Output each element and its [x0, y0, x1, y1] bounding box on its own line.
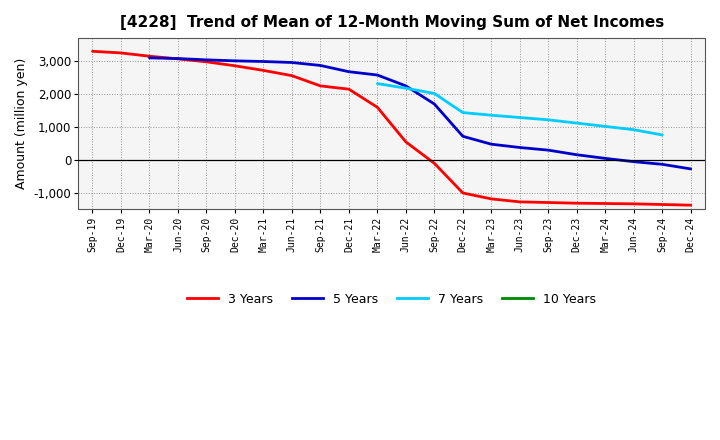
- 3 Years: [88, 49, 96, 54]
- 3 Years: [601, 201, 610, 206]
- 3 Years: [174, 56, 182, 62]
- 3 Years: [373, 105, 382, 110]
- 3 Years: [686, 202, 695, 208]
- 3 Years: [259, 68, 268, 73]
- 3 Years: [516, 199, 524, 205]
- 7 Years: [459, 110, 467, 115]
- 5 Years: [316, 63, 325, 68]
- 5 Years: [686, 166, 695, 172]
- 3 Years: [145, 54, 154, 59]
- 3 Years: [316, 83, 325, 88]
- 5 Years: [658, 161, 667, 167]
- 5 Years: [202, 57, 211, 62]
- 3 Years: [345, 87, 354, 92]
- 3 Years: [287, 73, 296, 78]
- 5 Years: [430, 101, 438, 106]
- 7 Years: [629, 127, 638, 132]
- 5 Years: [373, 72, 382, 77]
- 7 Years: [373, 81, 382, 86]
- 7 Years: [544, 117, 553, 122]
- 7 Years: [402, 85, 410, 91]
- 3 Years: [459, 191, 467, 196]
- 7 Years: [601, 124, 610, 129]
- 3 Years: [117, 50, 125, 55]
- 7 Years: [430, 91, 438, 96]
- 5 Years: [601, 156, 610, 161]
- 3 Years: [430, 161, 438, 166]
- 3 Years: [487, 196, 495, 202]
- 5 Years: [544, 147, 553, 153]
- 5 Years: [572, 152, 581, 158]
- Y-axis label: Amount (million yen): Amount (million yen): [15, 58, 28, 189]
- 7 Years: [516, 115, 524, 120]
- 3 Years: [402, 139, 410, 145]
- 5 Years: [459, 134, 467, 139]
- 5 Years: [145, 55, 154, 61]
- 7 Years: [572, 121, 581, 126]
- 5 Years: [230, 58, 239, 63]
- Line: 7 Years: 7 Years: [377, 84, 662, 135]
- 5 Years: [174, 56, 182, 61]
- 5 Years: [259, 59, 268, 64]
- 3 Years: [658, 202, 667, 207]
- 5 Years: [287, 60, 296, 65]
- Title: [4228]  Trend of Mean of 12-Month Moving Sum of Net Incomes: [4228] Trend of Mean of 12-Month Moving …: [120, 15, 664, 30]
- Legend: 3 Years, 5 Years, 7 Years, 10 Years: 3 Years, 5 Years, 7 Years, 10 Years: [182, 288, 601, 311]
- 7 Years: [658, 132, 667, 138]
- 5 Years: [345, 69, 354, 74]
- 5 Years: [629, 159, 638, 164]
- Line: 5 Years: 5 Years: [150, 58, 690, 169]
- 5 Years: [487, 142, 495, 147]
- 3 Years: [629, 201, 638, 206]
- 3 Years: [202, 59, 211, 65]
- 3 Years: [544, 200, 553, 205]
- 5 Years: [402, 83, 410, 88]
- 5 Years: [516, 145, 524, 150]
- Line: 3 Years: 3 Years: [92, 51, 690, 205]
- 3 Years: [572, 201, 581, 206]
- 7 Years: [487, 113, 495, 118]
- 3 Years: [230, 63, 239, 69]
